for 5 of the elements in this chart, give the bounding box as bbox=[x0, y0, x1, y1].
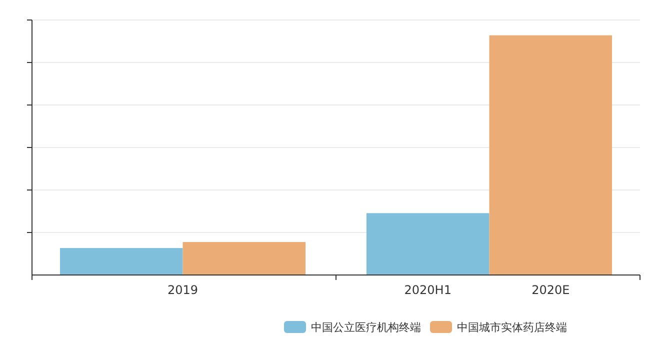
legend-label: 中国公立医疗机构终端 bbox=[311, 321, 421, 334]
x-tick-label: 2019 bbox=[167, 283, 198, 297]
x-tick-label: 2020H1 bbox=[404, 283, 452, 297]
x-tick-label: 2020E bbox=[532, 283, 570, 297]
legend-label: 中国城市实体药店终端 bbox=[457, 321, 567, 334]
